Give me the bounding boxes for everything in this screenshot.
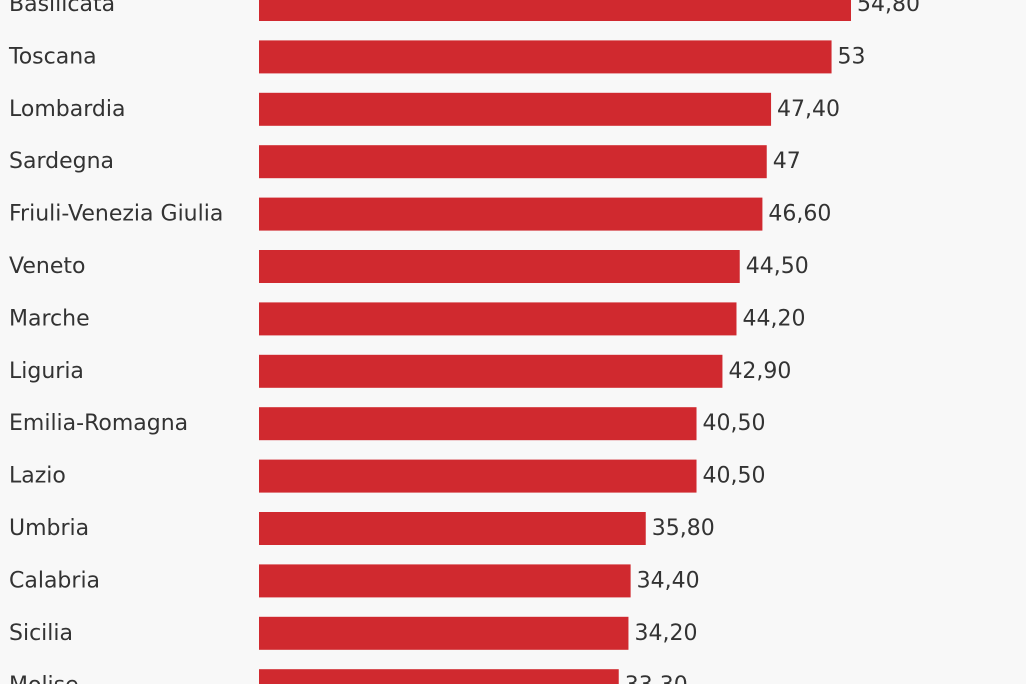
bar [259,92,772,126]
category-label: Lazio [9,464,66,489]
bar [259,197,763,231]
category-label: Calabria [9,568,100,593]
category-label: Molise [9,673,79,684]
value-label: 33,30 [625,673,688,684]
category-label: Umbria [9,516,89,541]
bar [259,354,723,388]
bar [259,145,767,179]
bar [259,616,629,650]
value-label: 44,20 [742,306,805,331]
value-label: 35,80 [652,516,715,541]
value-label: 40,50 [703,411,766,436]
category-label: Lombardia [9,97,125,122]
category-label: Emilia-Romagna [9,411,188,436]
value-label: 54,80 [857,0,920,17]
value-label: 42,90 [728,359,791,384]
bar [259,302,737,336]
category-label: Sicilia [9,621,73,646]
bar [259,407,697,441]
category-label: Toscana [8,44,97,69]
value-label: 34,40 [637,568,700,593]
bar [259,512,646,545]
value-label: 40,50 [703,464,766,489]
value-label: 44,50 [746,254,809,279]
bar [259,250,740,283]
value-label: 34,20 [634,621,697,646]
bar [259,40,832,74]
bar [259,564,631,598]
value-label: 53 [838,44,866,69]
bar [259,669,619,684]
category-label: Veneto [9,254,85,279]
bar [259,0,851,21]
category-label: Basilicata [9,0,115,17]
value-label: 46,60 [768,202,831,227]
value-label: 47,40 [777,97,840,122]
category-label: Marche [9,306,90,331]
category-label: Sardegna [9,149,114,174]
value-label: 47 [773,149,801,174]
bar [259,459,697,493]
category-label: Friuli-Venezia Giulia [9,202,223,227]
category-label: Liguria [9,359,84,384]
